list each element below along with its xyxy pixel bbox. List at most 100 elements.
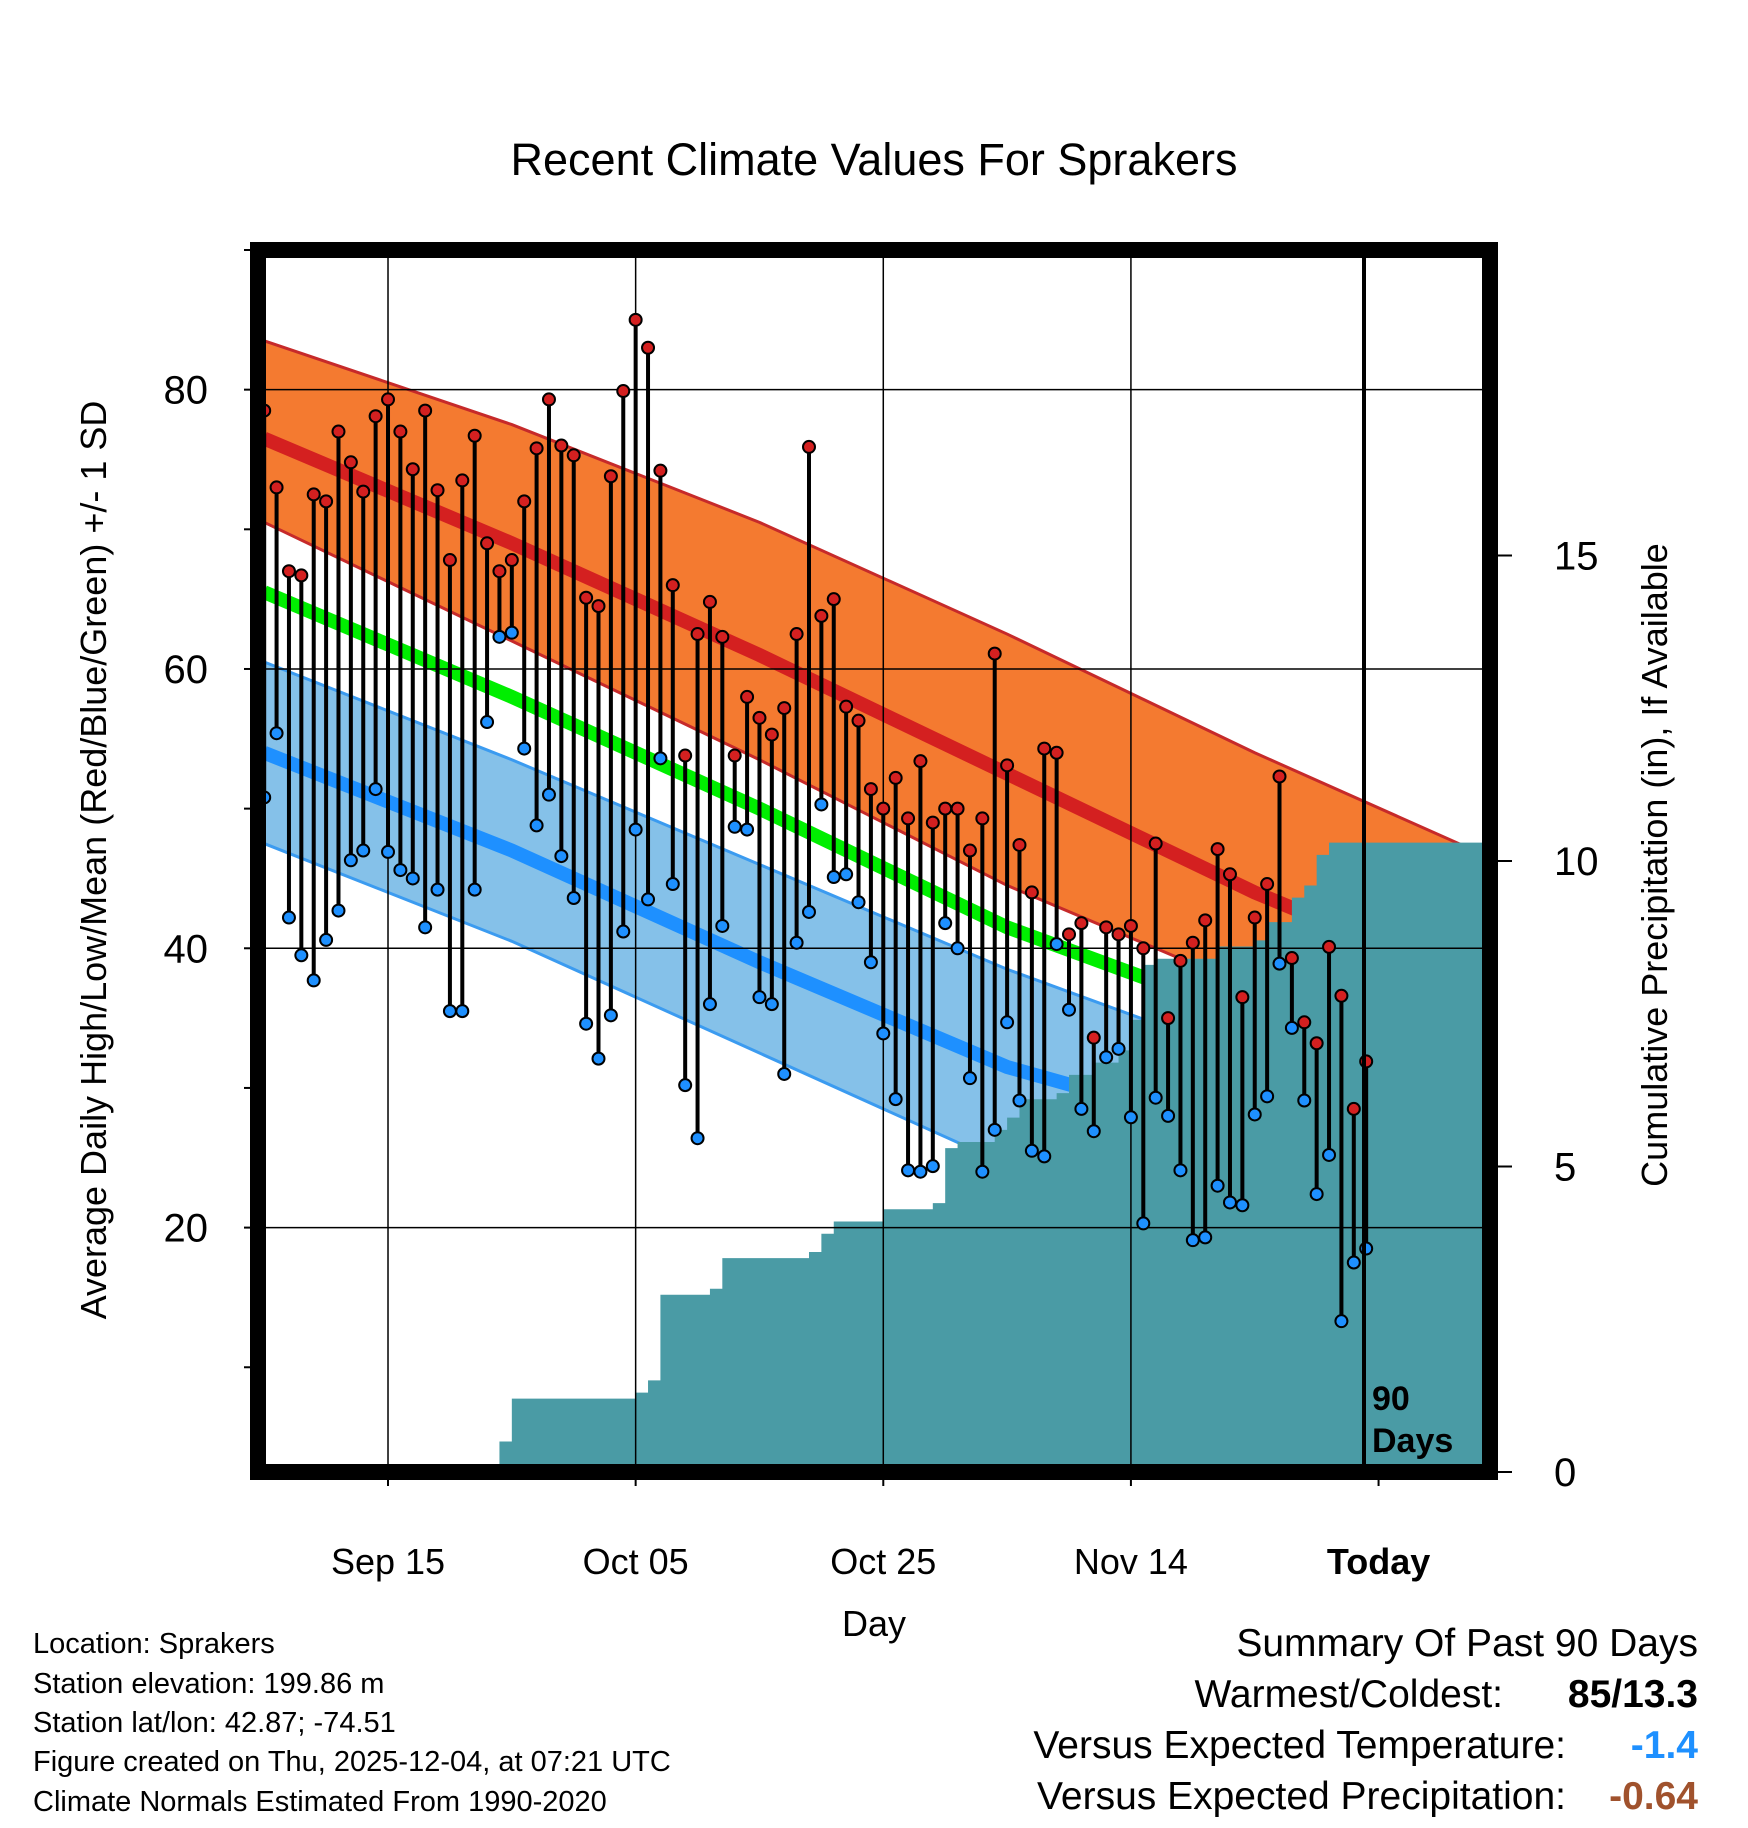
daily-high-point xyxy=(1173,953,1188,968)
daily-low-point xyxy=(393,863,408,878)
daily-low-point xyxy=(306,973,321,988)
x-tick-label: Oct 05 xyxy=(583,1541,689,1582)
daily-low-point xyxy=(851,895,866,910)
y-tick-label: 20 xyxy=(164,1207,209,1251)
daily-high-point xyxy=(839,699,854,714)
daily-high-point xyxy=(1198,913,1213,928)
daily-high-point xyxy=(405,462,420,477)
daily-low-point xyxy=(702,997,717,1012)
daily-low-point xyxy=(1185,1233,1200,1248)
daily-high-point xyxy=(1346,1101,1361,1116)
x-tick-label: Today xyxy=(1327,1541,1430,1582)
daily-high-point xyxy=(381,392,396,407)
daily-high-point xyxy=(294,568,309,583)
daily-low-point xyxy=(1284,1020,1299,1035)
daily-high-point xyxy=(715,629,730,644)
daily-low-point xyxy=(368,782,383,797)
daily-low-point xyxy=(269,726,284,741)
daily-low-point xyxy=(1297,1093,1312,1108)
daily-high-point xyxy=(690,627,705,642)
daily-high-point xyxy=(764,727,779,742)
daily-high-point xyxy=(517,494,532,509)
daily-high-point xyxy=(888,770,903,785)
daily-low-point xyxy=(641,892,656,907)
daily-low-point xyxy=(1272,956,1287,971)
daily-low-point xyxy=(826,870,841,885)
daily-high-point xyxy=(863,782,878,797)
daily-high-point xyxy=(1062,927,1077,942)
daily-high-point xyxy=(950,801,965,816)
daily-low-point xyxy=(913,1164,928,1179)
daily-high-point xyxy=(368,409,383,424)
daily-low-point xyxy=(1099,1050,1114,1065)
y-tick-label: 80 xyxy=(164,369,209,413)
daily-high-point xyxy=(1297,1015,1312,1030)
daily-high-point xyxy=(752,710,767,725)
daily-low-point xyxy=(616,924,631,939)
daily-low-point xyxy=(938,916,953,931)
daily-low-point xyxy=(579,1016,594,1031)
daily-low-point xyxy=(1210,1178,1225,1193)
daily-high-point xyxy=(789,627,804,642)
daily-high-point xyxy=(740,689,755,704)
x-tick-label: Nov 14 xyxy=(1074,1541,1188,1582)
daily-low-point xyxy=(789,935,804,950)
daily-low-point xyxy=(888,1092,903,1107)
daily-high-point xyxy=(616,384,631,399)
daily-high-point xyxy=(1074,916,1089,931)
daily-low-point xyxy=(678,1078,693,1093)
summary-temp-value: -1.4 xyxy=(1630,1724,1698,1767)
high-sd-band xyxy=(264,340,1490,1061)
daily-high-point xyxy=(1260,877,1275,892)
daily-high-point xyxy=(1012,837,1027,852)
daily-low-point xyxy=(591,1051,606,1066)
daily-high-point xyxy=(1111,927,1126,942)
daily-low-point xyxy=(480,715,495,730)
daily-high-point xyxy=(1123,918,1138,933)
daily-low-point xyxy=(752,990,767,1005)
daily-low-point xyxy=(1173,1163,1188,1178)
daily-low-point xyxy=(442,1004,457,1019)
daily-high-point xyxy=(814,608,829,623)
x-tick-label: Sep 15 xyxy=(331,1541,445,1582)
daily-low-point xyxy=(1148,1090,1163,1105)
daily-low-point xyxy=(1012,1093,1027,1108)
daily-low-point xyxy=(529,818,544,833)
footer-elevation: Station elevation: 199.86 m xyxy=(33,1668,385,1700)
daily-low-point xyxy=(1309,1187,1324,1202)
daily-high-point xyxy=(1000,758,1015,773)
daily-low-point xyxy=(492,629,507,644)
daily-high-point xyxy=(418,403,433,418)
daily-high-point xyxy=(987,646,1002,661)
footer-normals: Climate Normals Estimated From 1990-2020 xyxy=(33,1786,607,1818)
daily-low-point xyxy=(504,625,519,640)
daily-low-point xyxy=(319,932,334,947)
daily-low-point xyxy=(1111,1041,1126,1056)
daily-low-point xyxy=(381,844,396,859)
y2-tick-label: 15 xyxy=(1554,535,1599,579)
chart-title: Recent Climate Values For Sprakers xyxy=(511,134,1238,185)
y-tick-label: 60 xyxy=(164,648,209,692)
daily-low-point xyxy=(1322,1147,1337,1162)
daily-high-point xyxy=(1222,867,1237,882)
daily-high-point xyxy=(579,590,594,605)
footer-created: Figure created on Thu, 2025-12-04, at 07… xyxy=(33,1746,671,1778)
daily-high-point xyxy=(1049,745,1064,760)
daily-low-point xyxy=(331,903,346,918)
daily-high-point xyxy=(554,438,569,453)
daily-high-point xyxy=(801,439,816,454)
daily-low-point xyxy=(777,1066,792,1081)
daily-high-point xyxy=(455,473,470,488)
daily-low-point xyxy=(628,822,643,837)
y2-tick-label: 10 xyxy=(1554,840,1599,884)
daily-low-point xyxy=(1136,1216,1151,1231)
daily-high-point xyxy=(876,801,891,816)
y-axis-label: Average Daily High/Low/Mean (Red/Blue/Gr… xyxy=(73,401,114,1320)
daily-high-point xyxy=(603,469,618,484)
daily-low-point xyxy=(876,1026,891,1041)
summary-precip-label: Versus Expected Precipitation: xyxy=(1037,1775,1566,1818)
daily-high-point xyxy=(356,484,371,499)
window-label-days: Days xyxy=(1372,1422,1453,1460)
daily-low-point xyxy=(1161,1108,1176,1123)
footer-latlon: Station lat/lon: 42.87; -74.51 xyxy=(33,1707,396,1739)
